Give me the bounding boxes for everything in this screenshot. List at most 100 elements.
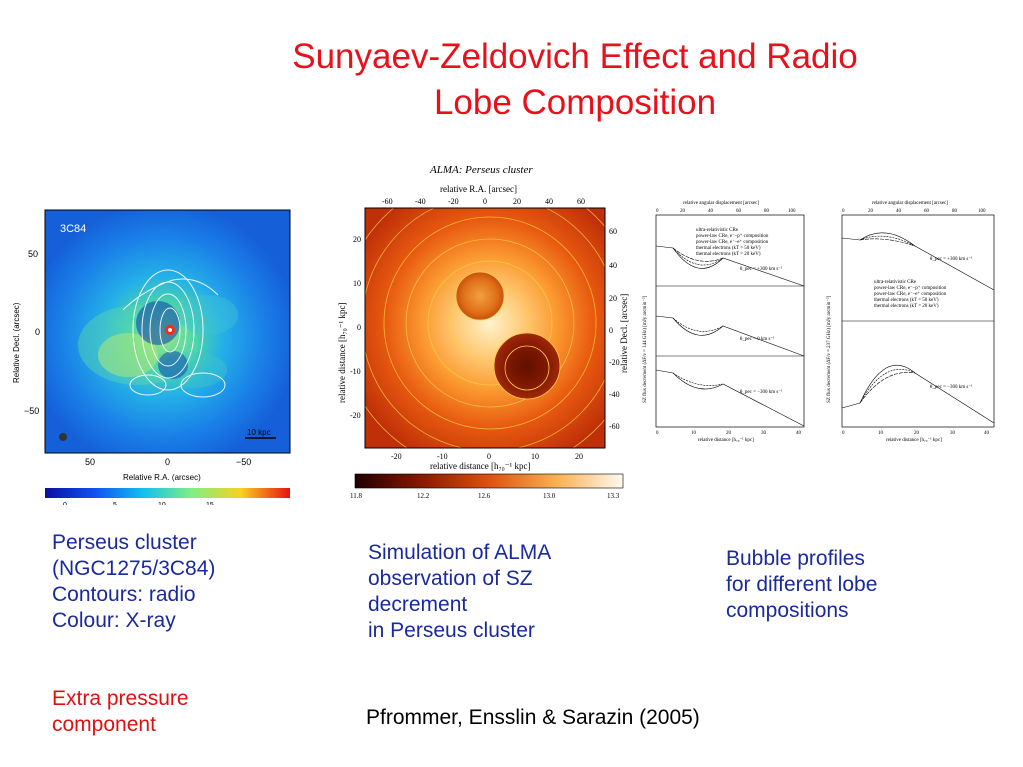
xray-cbtick-3: 10 — [158, 502, 166, 505]
caption-left-line: Contours: radio — [52, 583, 196, 606]
alma-bottom-tick: -10 — [437, 452, 448, 461]
alma-top-tick: 40 — [545, 197, 553, 206]
xray-colorbar — [45, 488, 290, 498]
xray-xtick-1: 50 — [85, 457, 95, 467]
alma-top-tick: 60 — [577, 197, 585, 206]
citation: Pfrommer, Ensslin & Sarazin (2005) — [366, 706, 700, 729]
p2-bottom-tick: 40 — [984, 431, 990, 436]
title-line-2: Lobe Composition — [433, 83, 717, 122]
alma-colorbar-ticks: 11.8 12.2 12.6 13.0 13.3 — [350, 492, 620, 500]
alma-cb-tick: 13.3 — [607, 492, 620, 500]
xray-ylabel: Relative Decl. (arcsec) — [12, 302, 21, 383]
p1-legend-item: ultra-relativistic CRe — [696, 228, 739, 233]
alma-top-tick: -20 — [448, 197, 459, 206]
alma-title: ALMA: Perseus cluster — [429, 164, 533, 176]
xray-label: 3C84 — [60, 223, 86, 235]
p1-ylabel: SZ flux decrement (ΔF/ν = 144 GHz) [mJy … — [642, 296, 648, 403]
caption-right-line: compositions — [726, 599, 849, 622]
slide-title: Sunyaev-Zeldovich Effect and Radio Lobe … — [180, 34, 970, 126]
alma-right-tick: 20 — [609, 294, 617, 303]
p1-top-tick: 80 — [764, 209, 770, 214]
p1-top-tick: 0 — [656, 209, 659, 214]
p2-top-tick: 100 — [978, 209, 986, 214]
p2-legend: ultra-relativistic CRe power-law CRe, e⁻… — [874, 280, 947, 309]
caption-middle-line: Simulation of ALMA — [368, 541, 552, 564]
alma-colorbar — [354, 473, 624, 489]
p1-bottom-tick: 10 — [691, 431, 697, 436]
p2-top-tick: 40 — [896, 209, 902, 214]
p2-legend-item: power-law CRe, e⁻–e⁺ composition — [874, 291, 947, 297]
p1-legend-item: thermal electrons (kT = 20 keV) — [696, 252, 761, 257]
alma-top-tick: -40 — [415, 197, 426, 206]
xray-cbtick-4: 15 — [206, 502, 214, 505]
alma-left-ticks: 20 10 0 -10 -20 — [350, 235, 361, 420]
bubble-north — [456, 272, 504, 320]
p1-top-tick: 100 — [788, 209, 796, 214]
p2-top-label: relative angular displacement [arcsec] — [872, 201, 948, 206]
caption-red-line: Extra pressure — [52, 687, 189, 710]
caption-right: Bubble profiles for different lobe compo… — [726, 546, 877, 624]
p1-top-tick: 60 — [736, 209, 742, 214]
caption-right-line: Bubble profiles — [726, 547, 865, 570]
alma-figure: ALMA: Perseus cluster relative R.A. [arc… — [325, 158, 630, 503]
caption-red-line: component — [52, 713, 156, 736]
p2-panel-label-2: θ_pec = −300 km s⁻¹ — [930, 384, 973, 390]
p1-bottom-tick: 30 — [761, 431, 767, 436]
alma-left-tick: -10 — [350, 367, 361, 376]
p2-curves — [841, 232, 995, 424]
p1-top-label: relative angular displacement [arcsec] — [683, 201, 759, 206]
profile-plot-2: relative angular displacement [arcsec] 0… — [820, 198, 1000, 443]
alma-bottom-tick: 20 — [575, 452, 583, 461]
alma-cb-tick: 12.6 — [478, 492, 491, 500]
p1-legend-item: thermal electrons (kT = 50 keV) — [696, 246, 761, 251]
xray-xtick-3: −50 — [236, 457, 251, 467]
alma-top-tick: -60 — [382, 197, 393, 206]
title-line-1: Sunyaev-Zeldovich Effect and Radio — [292, 37, 858, 76]
p1-xlabel: relative distance [h₇₀⁻¹ kpc] — [698, 437, 754, 443]
alma-left-label: relative distance [h₇₀⁻¹ kpc] — [337, 303, 347, 403]
xray-cbtick-2: 5 — [113, 502, 117, 505]
p2-bottom-tick: 20 — [914, 431, 920, 436]
xray-xlabel: Relative R.A. (arcsec) — [123, 473, 201, 482]
p2-top-ticks: 0 20 40 60 80 100 — [842, 209, 986, 214]
p2-xlabel: relative distance [h₇₀⁻¹ kpc] — [886, 437, 942, 443]
xray-ytick-2: 0 — [35, 327, 40, 337]
caption-left: Perseus cluster (NGC1275/3C84) Contours:… — [52, 530, 215, 634]
xray-xtick-2: 0 — [165, 457, 170, 467]
alma-bottom-ticks: -20 -10 0 10 20 — [391, 452, 583, 461]
caption-left-line: Colour: X-ray — [52, 609, 176, 632]
p1-bottom-tick: 40 — [796, 431, 802, 436]
alma-bottom-tick: 10 — [531, 452, 539, 461]
p1-curves — [655, 245, 805, 427]
alma-map — [365, 208, 605, 448]
caption-right-line: for different lobe — [726, 573, 878, 596]
caption-middle: Simulation of ALMA observation of SZ dec… — [368, 540, 551, 644]
alma-right-tick: 40 — [609, 261, 617, 270]
p2-bottom-tick: 0 — [842, 431, 845, 436]
p2-top-tick: 80 — [952, 209, 958, 214]
caption-middle-line: observation of SZ — [368, 567, 533, 590]
alma-top-axis-label: relative R.A. [arcsec] — [440, 184, 517, 194]
p2-bottom-tick: 10 — [878, 431, 884, 436]
p2-bottom-tick: 30 — [950, 431, 956, 436]
alma-top-tick: 0 — [483, 197, 487, 206]
alma-right-tick: -40 — [609, 390, 620, 399]
p1-top-tick: 40 — [708, 209, 714, 214]
alma-bottom-label: relative distance [h₇₀⁻¹ kpc] — [430, 461, 530, 471]
p1-bottom-ticks: 0 10 20 30 40 — [656, 431, 802, 436]
p2-top-tick: 60 — [924, 209, 930, 214]
alma-right-label: relative Decl. [arcsec] — [619, 294, 629, 373]
alma-right-tick: 0 — [609, 326, 613, 335]
caption-middle-line: in Perseus cluster — [368, 619, 535, 642]
p1-panel-label-1: θ_pec = +300 km s⁻¹ — [740, 266, 783, 272]
alma-top-tick: 20 — [513, 197, 521, 206]
p1-bottom-tick: 0 — [656, 431, 659, 436]
p2-legend-item: thermal electrons (kT = 50 keV) — [874, 298, 939, 303]
p2-top-tick: 0 — [842, 209, 845, 214]
alma-bottom-tick: -20 — [391, 452, 402, 461]
alma-top-ticks: -60 -40 -20 0 20 40 60 — [382, 197, 585, 206]
p2-legend-item: power-law CRe, e⁻–p⁺ composition — [874, 285, 947, 291]
p2-legend-item: ultra-relativistic CRe — [874, 280, 917, 285]
caption-middle-line: decrement — [368, 593, 468, 616]
xray-cbtick-1: 0 — [63, 502, 67, 505]
